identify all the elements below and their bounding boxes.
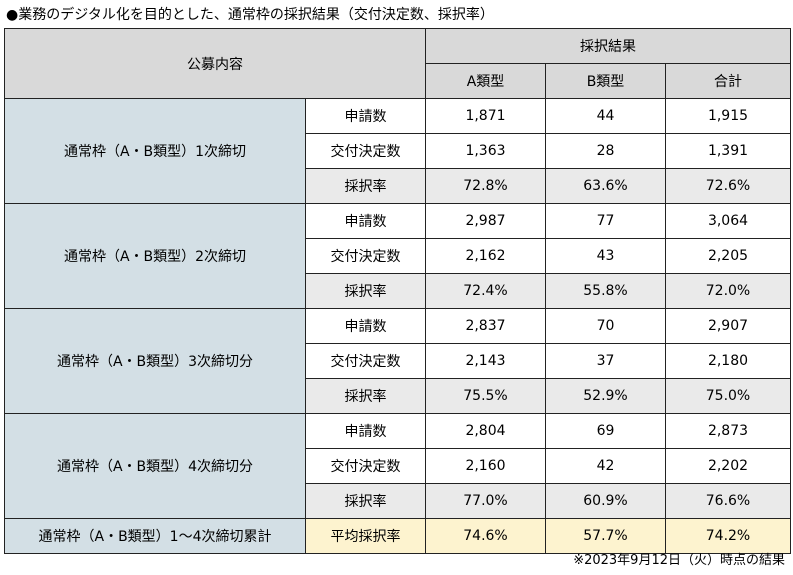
cell-value: 2,202 xyxy=(665,448,791,484)
summary-row: 通常枠（A・B類型）1〜4次締切累計 平均採択率 74.6% 57.7% 74.… xyxy=(4,518,791,554)
cell-value: 55.8% xyxy=(545,273,666,309)
summary-value: 57.7% xyxy=(545,518,666,554)
table-row: 採択率 72.4% 55.8% 72.0% xyxy=(5,273,791,309)
row-label: 交付決定数 xyxy=(305,343,426,379)
table-row: 採択率 72.8% 63.6% 72.6% xyxy=(5,168,791,204)
cell-value: 1,871 xyxy=(425,98,546,134)
cell-value: 2,873 xyxy=(665,413,791,449)
row-label: 採択率 xyxy=(305,168,426,204)
cell-value: 72.0% xyxy=(665,273,791,309)
cell-value: 72.4% xyxy=(425,273,546,309)
cell-value: 28 xyxy=(545,133,666,169)
row-label: 交付決定数 xyxy=(305,448,426,484)
column-header-a: A類型 xyxy=(425,63,546,99)
cell-value: 2,804 xyxy=(425,413,546,449)
group-name: 通常枠（A・B類型）3次締切分 xyxy=(4,308,306,414)
row-label: 申請数 xyxy=(305,203,426,239)
summary-value: 74.6% xyxy=(425,518,546,554)
summary-name: 通常枠（A・B類型）1〜4次締切累計 xyxy=(4,518,306,554)
cell-value: 69 xyxy=(545,413,666,449)
row-label: 申請数 xyxy=(305,98,426,134)
cell-value: 1,363 xyxy=(425,133,546,169)
cell-value: 42 xyxy=(545,448,666,484)
summary-value: 74.2% xyxy=(665,518,791,554)
cell-value: 1,915 xyxy=(665,98,791,134)
cell-value: 76.6% xyxy=(665,483,791,519)
cell-value: 75.5% xyxy=(425,378,546,414)
group-name: 通常枠（A・B類型）4次締切分 xyxy=(4,413,306,519)
cell-value: 52.9% xyxy=(545,378,666,414)
cell-value: 2,907 xyxy=(665,308,791,344)
summary-label: 平均採択率 xyxy=(305,518,426,554)
cell-value: 60.9% xyxy=(545,483,666,519)
cell-value: 2,837 xyxy=(425,308,546,344)
cell-value: 72.6% xyxy=(665,168,791,204)
cell-value: 75.0% xyxy=(665,378,791,414)
category-header: 公募内容 xyxy=(4,28,426,99)
header-row-2: A類型 B類型 合計 xyxy=(5,63,791,99)
row-label: 採択率 xyxy=(305,483,426,519)
cell-value: 63.6% xyxy=(545,168,666,204)
cell-value: 37 xyxy=(545,343,666,379)
table-row: 交付決定数 1,363 28 1,391 xyxy=(5,133,791,169)
page-title: ●業務のデジタル化を目的とした、通常枠の採択結果（交付決定数、採択率） xyxy=(6,7,494,23)
cell-value: 70 xyxy=(545,308,666,344)
column-header-b: B類型 xyxy=(545,63,666,99)
table-row: 採択率 77.0% 60.9% 76.6% xyxy=(5,483,791,519)
group-name: 通常枠（A・B類型）2次締切 xyxy=(4,203,306,309)
column-header-total: 合計 xyxy=(665,63,791,99)
results-table: 公募内容 採択結果 A類型 B類型 合計 通常枠（A・B類型）1次締切 申請数 … xyxy=(4,28,791,554)
cell-value: 44 xyxy=(545,98,666,134)
row-label: 申請数 xyxy=(305,308,426,344)
cell-value: 2,160 xyxy=(425,448,546,484)
table-row: 通常枠（A・B類型）3次締切分 申請数 2,837 70 2,907 xyxy=(4,308,791,414)
cell-value: 77 xyxy=(545,203,666,239)
cell-value: 3,064 xyxy=(665,203,791,239)
cell-value: 2,180 xyxy=(665,343,791,379)
header-row-1: 公募内容 採択結果 xyxy=(4,28,791,99)
cell-value: 1,391 xyxy=(665,133,791,169)
cell-value: 2,162 xyxy=(425,238,546,274)
row-label: 交付決定数 xyxy=(305,238,426,274)
row-label: 採択率 xyxy=(305,273,426,309)
table-row: 交付決定数 2,160 42 2,202 xyxy=(5,448,791,484)
group-name: 通常枠（A・B類型）1次締切 xyxy=(4,98,306,204)
table-row: 通常枠（A・B類型）2次締切 申請数 2,987 77 3,064 xyxy=(4,203,791,309)
cell-value: 43 xyxy=(545,238,666,274)
table-row: 採択率 75.5% 52.9% 75.0% xyxy=(5,378,791,414)
table-row: 通常枠（A・B類型）1次締切 申請数 1,871 44 1,915 xyxy=(4,98,791,204)
footnote: ※2023年9月12日（火）時点の結果 xyxy=(573,553,785,568)
table-row: 通常枠（A・B類型）4次締切分 申請数 2,804 69 2,873 xyxy=(4,413,791,519)
cell-value: 2,143 xyxy=(425,343,546,379)
cell-value: 77.0% xyxy=(425,483,546,519)
row-label: 採択率 xyxy=(305,378,426,414)
results-header: 採択結果 xyxy=(425,28,791,64)
row-label: 交付決定数 xyxy=(305,133,426,169)
cell-value: 72.8% xyxy=(425,168,546,204)
table-row: 交付決定数 2,162 43 2,205 xyxy=(5,238,791,274)
cell-value: 2,205 xyxy=(665,238,791,274)
row-label: 申請数 xyxy=(305,413,426,449)
cell-value: 2,987 xyxy=(425,203,546,239)
